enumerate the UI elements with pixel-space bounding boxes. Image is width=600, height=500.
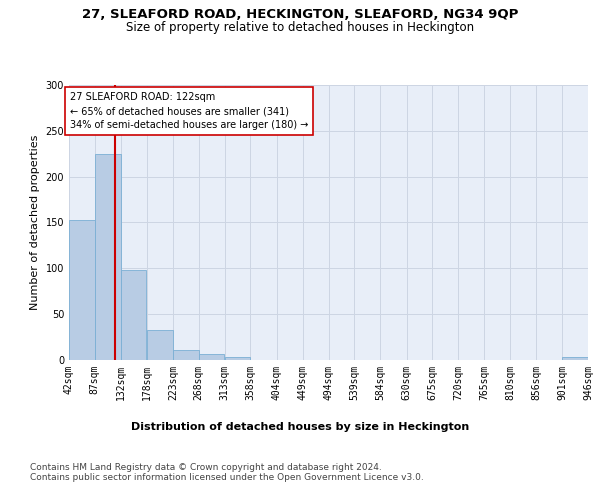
Text: Contains public sector information licensed under the Open Government Licence v3: Contains public sector information licen… [30, 472, 424, 482]
Bar [199, 354, 224, 360]
Y-axis label: Number of detached properties: Number of detached properties [30, 135, 40, 310]
Bar [121, 270, 146, 360]
Text: Distribution of detached houses by size in Heckington: Distribution of detached houses by size … [131, 422, 469, 432]
Text: 27, SLEAFORD ROAD, HECKINGTON, SLEAFORD, NG34 9QP: 27, SLEAFORD ROAD, HECKINGTON, SLEAFORD,… [82, 8, 518, 20]
Bar [173, 350, 199, 360]
Text: Contains HM Land Registry data © Crown copyright and database right 2024.: Contains HM Land Registry data © Crown c… [30, 462, 382, 471]
Text: 27 SLEAFORD ROAD: 122sqm
← 65% of detached houses are smaller (341)
34% of semi-: 27 SLEAFORD ROAD: 122sqm ← 65% of detach… [70, 92, 308, 130]
Bar [95, 154, 121, 360]
Bar [225, 357, 250, 360]
Text: Size of property relative to detached houses in Heckington: Size of property relative to detached ho… [126, 21, 474, 34]
Bar [69, 220, 95, 360]
Bar [147, 330, 173, 360]
Bar [562, 357, 588, 360]
